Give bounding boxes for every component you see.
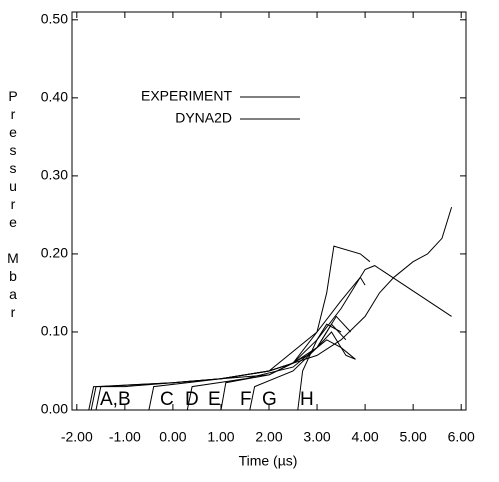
annotation: C [160, 389, 174, 410]
x-tick-label: -2.00 [61, 429, 93, 445]
x-tick-label: -1.00 [109, 429, 141, 445]
annotation: F [240, 389, 252, 410]
y-tick-label: 0.50 [41, 11, 68, 27]
y-tick-label: 0.40 [41, 89, 68, 105]
trace-line [148, 276, 366, 411]
y-tick-label: 0.30 [41, 167, 68, 183]
trace-line [90, 265, 452, 411]
trace-line [220, 206, 453, 380]
legend-label: DYNA2D [175, 110, 232, 126]
trace-line [249, 323, 347, 411]
x-tick-label: 5.00 [400, 429, 427, 445]
x-tick-label: 0.00 [159, 429, 186, 445]
annotation: D [185, 389, 199, 410]
x-axis-label: Time (µs) [239, 453, 298, 469]
annotation: G [262, 389, 277, 410]
annotation: H [300, 389, 314, 410]
y-tick-label: 0.10 [41, 323, 68, 339]
annotation: E [208, 389, 221, 410]
annotation: A,B [100, 389, 131, 410]
x-tick-label: 1.00 [207, 429, 234, 445]
legend-label: EXPERIMENT [141, 88, 232, 104]
y-tick-label: 0.00 [41, 401, 68, 417]
plot-frame [71, 11, 467, 411]
x-tick-label: 6.00 [448, 429, 475, 445]
x-tick-label: 3.00 [303, 429, 330, 445]
y-axis-label: Pressure Mbar [5, 88, 21, 322]
x-tick-label: 2.00 [255, 429, 282, 445]
x-tick-label: 4.00 [351, 429, 378, 445]
y-tick-label: 0.20 [41, 245, 68, 261]
trace-line [186, 315, 352, 411]
